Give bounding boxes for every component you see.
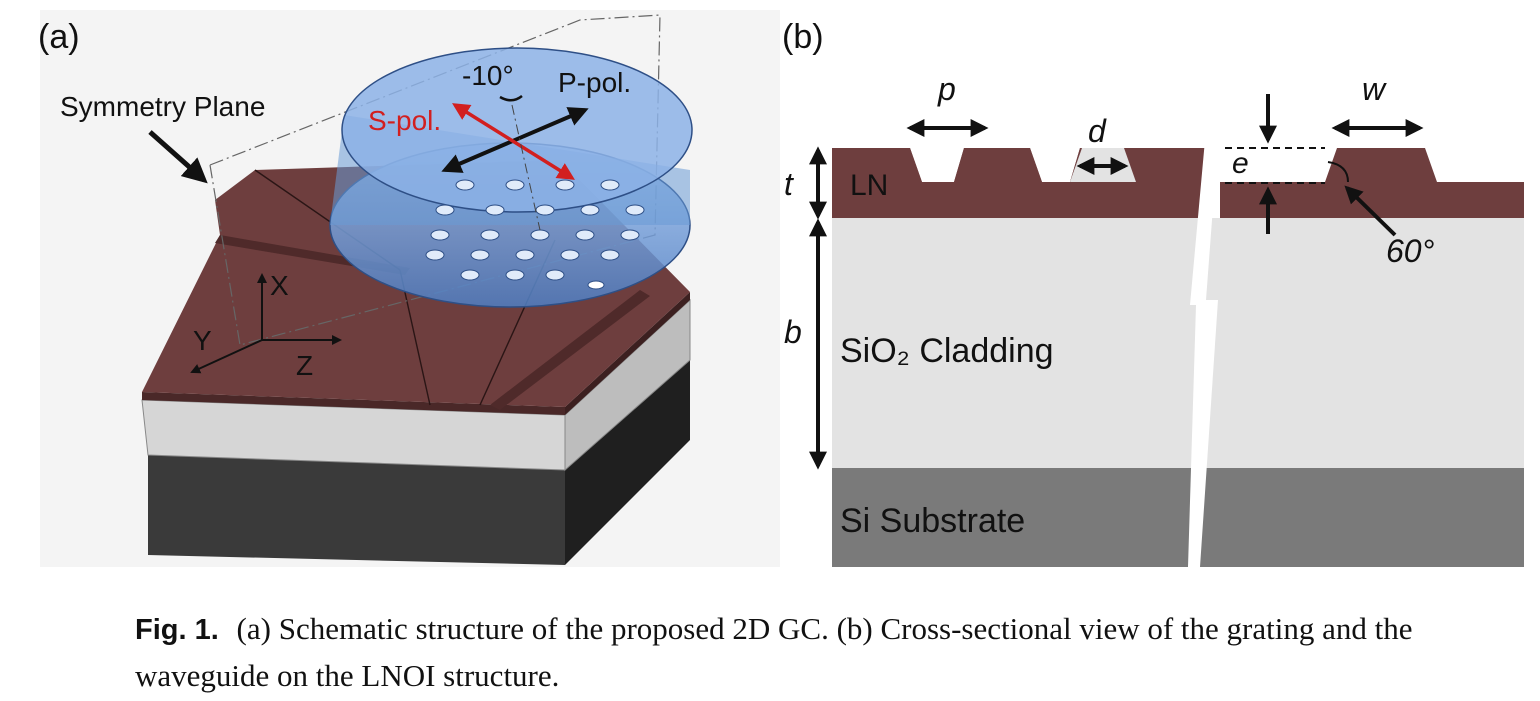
substrate-label: Si Substrate — [840, 502, 1025, 540]
panel-a-label: (a) — [38, 18, 80, 56]
fiber-axis — [511, 104, 541, 231]
taper-line — [399, 269, 431, 406]
angle-60-label: 60° — [1386, 233, 1435, 269]
s-pol-arrow — [452, 103, 575, 180]
panel-b-illustration: (b) p d w e t b LN 60° SiO₂ Cladding Si … — [782, 18, 1524, 567]
angle-arc — [1327, 161, 1349, 183]
figure-caption: Fig. 1. (a) Schematic structure of the p… — [135, 606, 1455, 698]
panel-a: (a) Symmetry Plane -10° P-pol. S-pol. X … — [0, 0, 780, 580]
substrate-side — [565, 360, 690, 565]
sio2-cladding — [832, 218, 1524, 468]
angle-label: -10° — [462, 60, 514, 91]
w-label: w — [1362, 71, 1387, 107]
figure-label: Fig. 1. — [135, 614, 219, 646]
break-gap — [1188, 140, 1218, 567]
panel-b-label: (b) — [782, 18, 824, 56]
coordinate-axes — [190, 273, 342, 374]
axis-z-label: Z — [296, 350, 313, 381]
si-substrate — [832, 468, 1524, 567]
t-label: t — [784, 166, 794, 202]
waveguide-z — [490, 290, 650, 410]
s-pol-label: S-pol. — [368, 105, 441, 136]
symmetry-plane-label: Symmetry Plane — [60, 91, 265, 122]
dimension-arrows — [809, 94, 1424, 470]
cladding-label: SiO₂ Cladding — [840, 332, 1054, 370]
angle-arc — [499, 94, 523, 102]
ln-side-edge — [565, 292, 690, 415]
b-label: b — [784, 314, 802, 350]
ln-edge — [142, 392, 565, 415]
caption-text: (a) Schematic structure of the proposed … — [135, 611, 1413, 693]
ln-waveguide — [1220, 148, 1524, 218]
symmetry-plane-arrow — [148, 130, 208, 184]
panel-a-illustration: (a) Symmetry Plane -10° P-pol. S-pol. X … — [38, 10, 780, 567]
ln-label: LN — [850, 169, 888, 202]
axis-x-label: X — [270, 270, 289, 301]
p-label: p — [937, 71, 956, 107]
axis-y-label: Y — [193, 325, 212, 356]
p-pol-label: P-pol. — [558, 67, 631, 98]
d-label: d — [1088, 113, 1107, 149]
substrate-front — [148, 455, 565, 565]
e-label: e — [1232, 147, 1249, 180]
panel-b: (b) p d w e t b LN 60° SiO₂ Cladding Si … — [780, 0, 1540, 580]
grating-holes — [425, 179, 645, 290]
